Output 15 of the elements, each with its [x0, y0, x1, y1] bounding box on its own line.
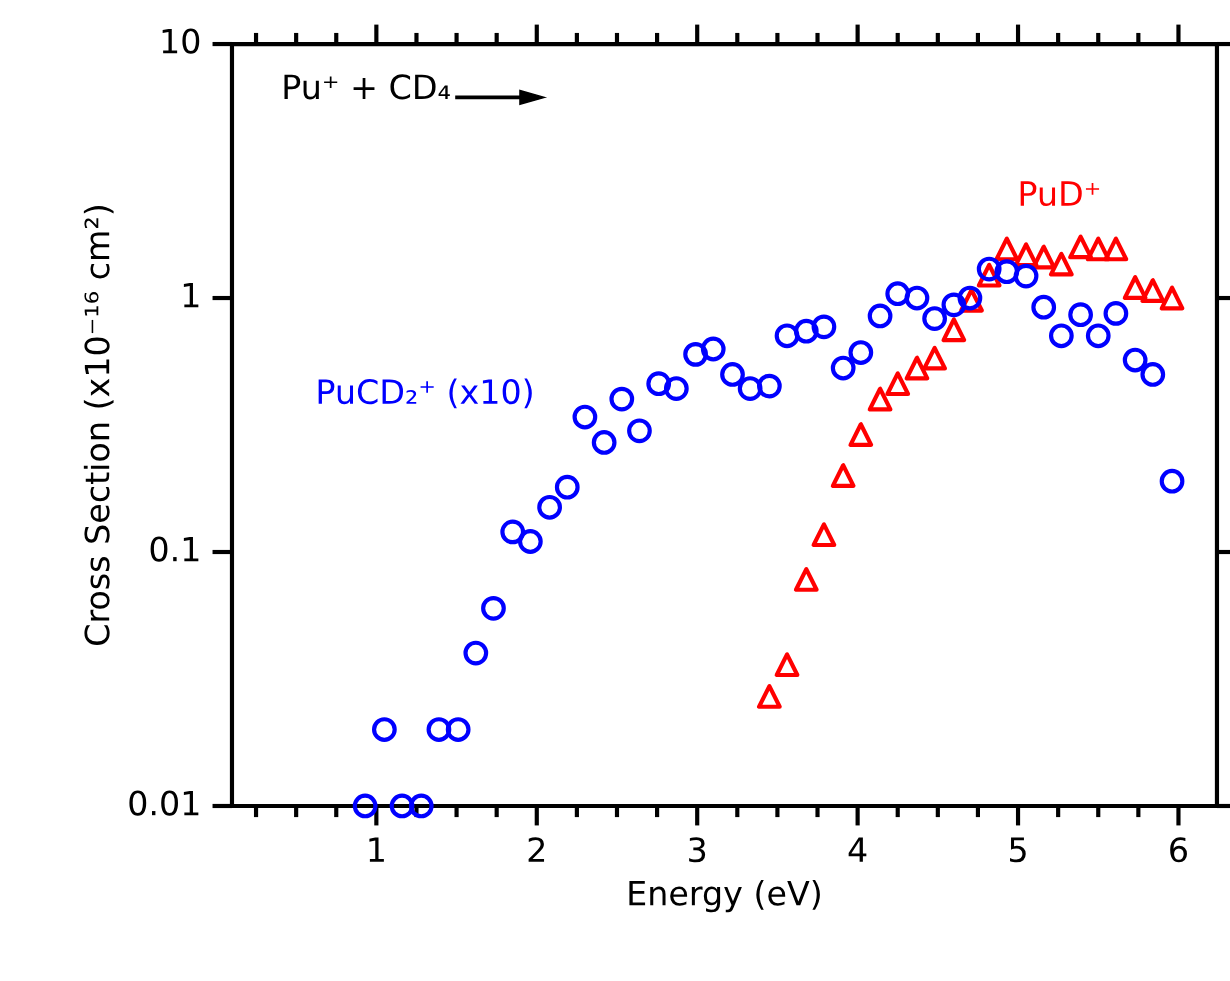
- series-label: PuCD₂⁺ (x10): [318, 378, 532, 409]
- x-tick-label: 2: [528, 837, 545, 862]
- x-tick-label: 5: [1010, 837, 1026, 863]
- y-axis-title: Cross Section (x10⁻¹⁶ cm²): [83, 206, 114, 645]
- y-tick-label: 10: [162, 28, 200, 54]
- x-axis-title: Energy (eV): [629, 879, 820, 913]
- annotation: Pu⁺ + CD₄: [284, 74, 450, 100]
- x-tick-label: 6: [1170, 837, 1187, 863]
- x-tick-label: 4: [848, 837, 867, 862]
- series-label: PuD⁺: [1020, 181, 1100, 207]
- y-tick-label: 0.01: [129, 790, 199, 816]
- y-tick-label: 0.1: [150, 536, 199, 562]
- x-tick-label: 1: [369, 837, 384, 862]
- x-tick-label: 3: [689, 837, 706, 863]
- y-tick-label: 1: [183, 282, 199, 308]
